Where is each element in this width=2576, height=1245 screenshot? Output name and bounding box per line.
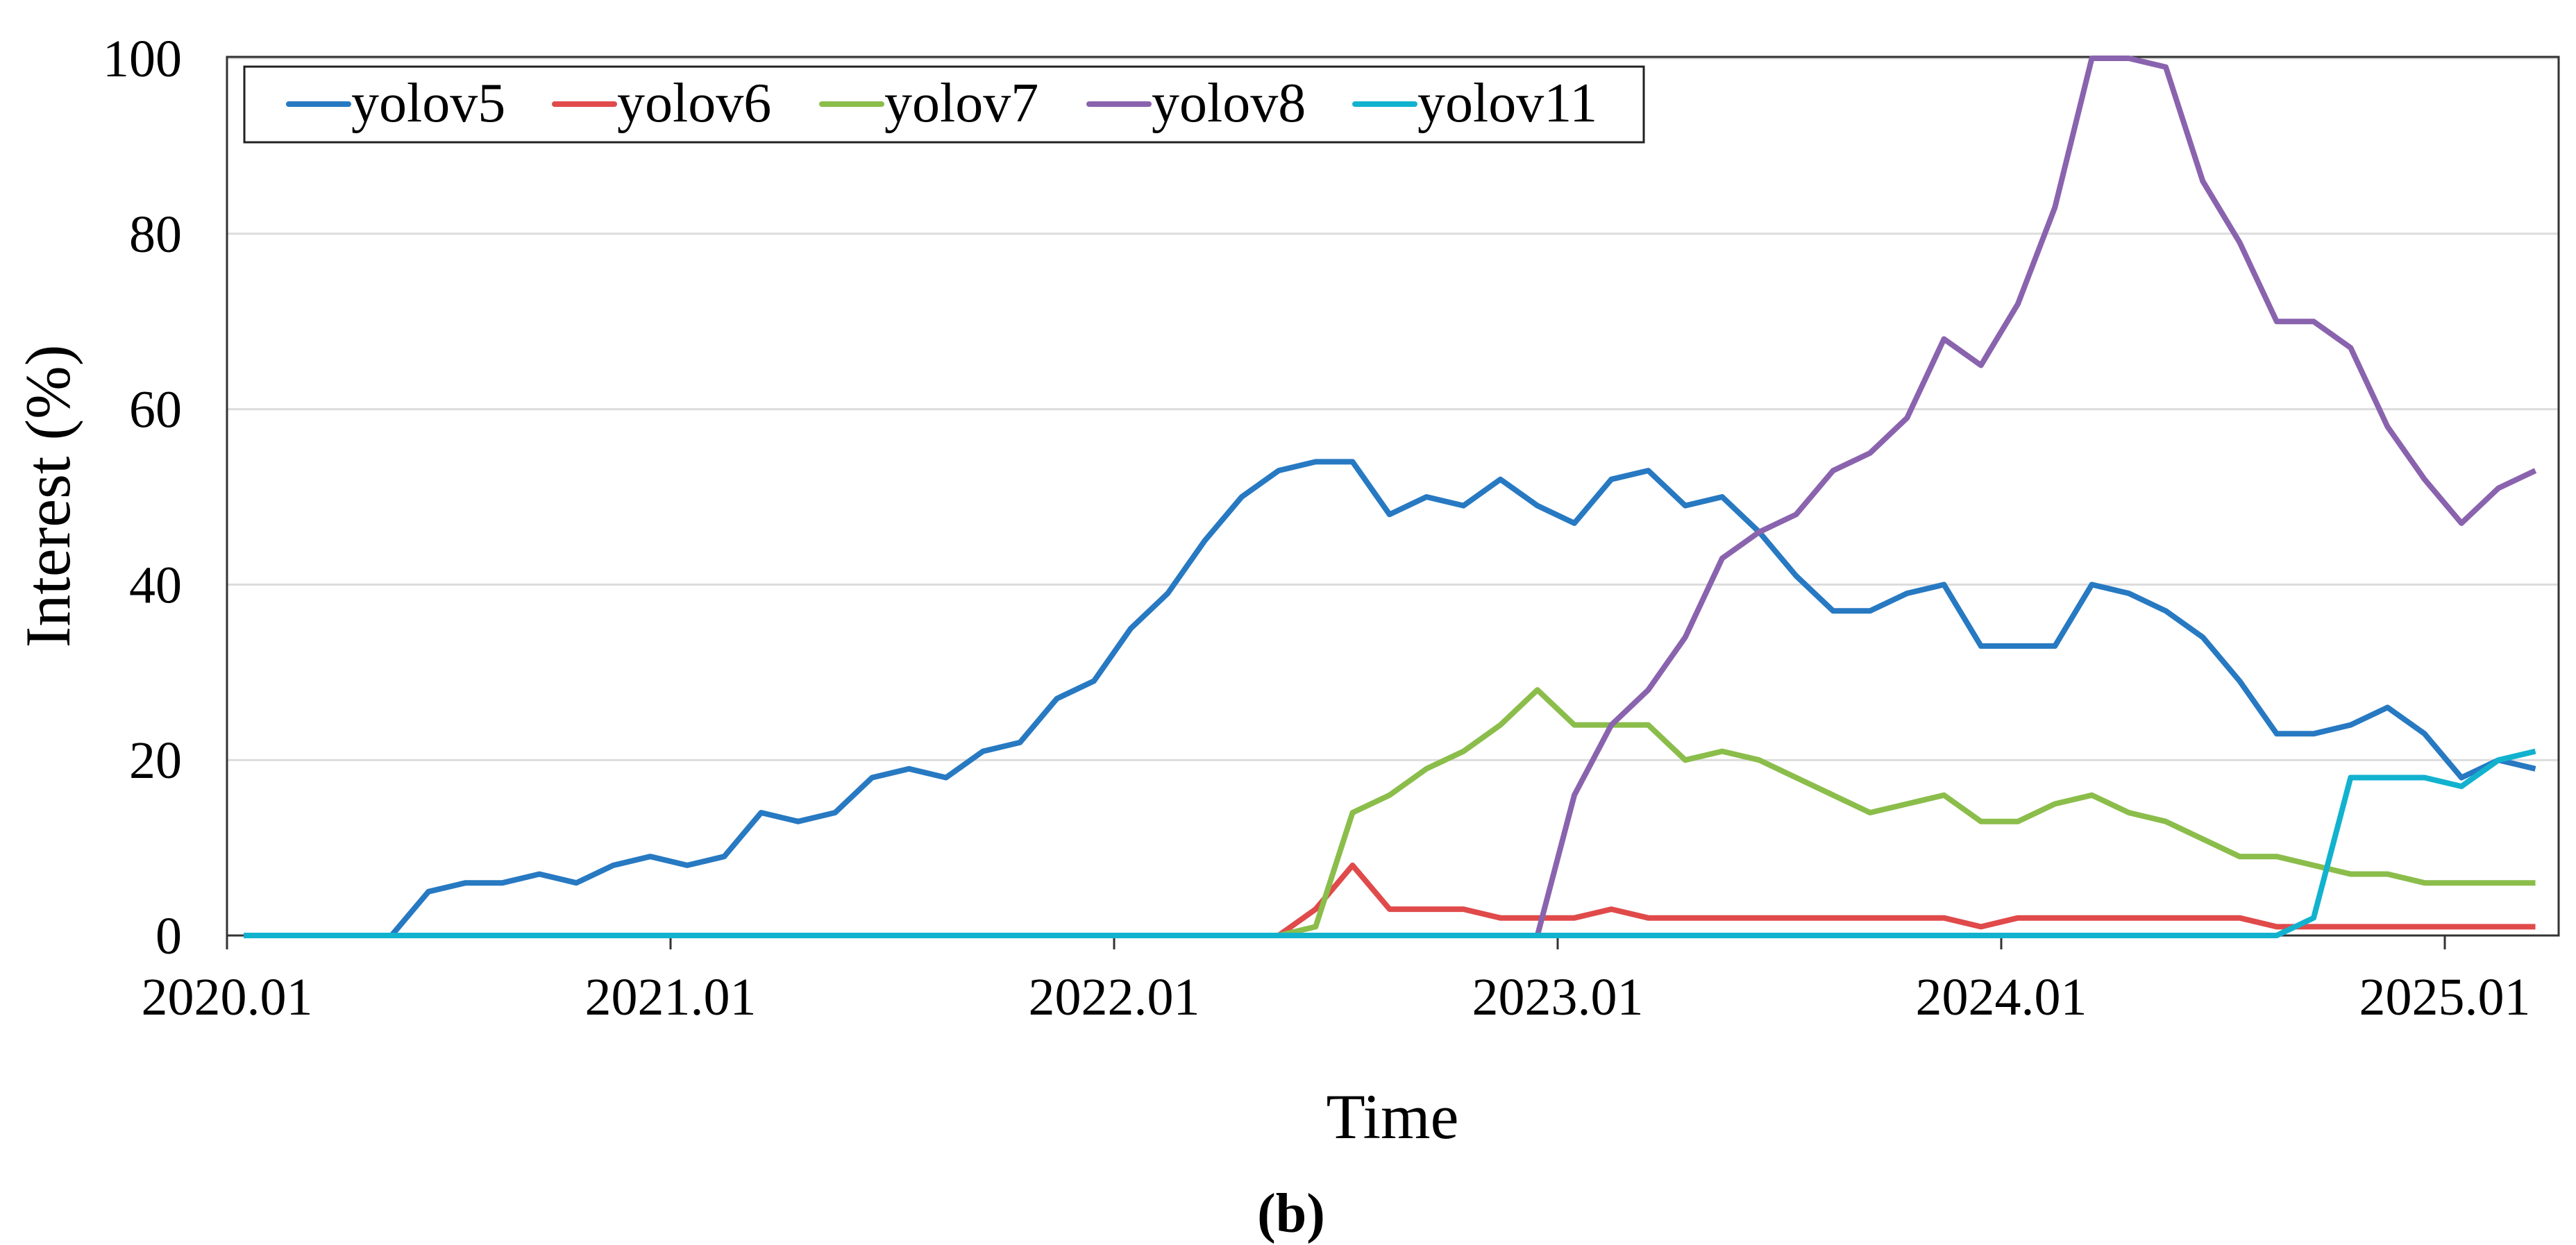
legend-item-yolov7: yolov7	[819, 73, 1038, 134]
legend-item-yolov6: yolov6	[552, 73, 771, 134]
y-axis-ticks: 0 20 40 60 80 100	[103, 30, 182, 965]
series-line-yolov11	[244, 748, 2536, 938]
x-axis-title: Time	[1327, 1081, 1459, 1152]
y-tick-label: 60	[129, 381, 182, 439]
legend-label: yolov5	[351, 73, 505, 134]
legend-item-yolov11: yolov11	[1352, 73, 1597, 134]
legend-label: yolov8	[1152, 73, 1306, 134]
legend-item-yolov8: yolov8	[1086, 73, 1306, 134]
y-axis-title: Interest (%)	[12, 345, 83, 648]
y-tick-label: 0	[155, 907, 182, 965]
y-tick-label: 20	[129, 731, 182, 790]
y-tick-label: 80	[129, 205, 182, 264]
x-tick-label: 2020.01	[142, 968, 313, 1026]
legend: yolov5 yolov6 yolov7 yolov8 yolov11	[243, 65, 1645, 144]
legend-item-yolov5: yolov5	[286, 73, 505, 134]
x-tick-label: 2024.01	[1916, 968, 2087, 1026]
x-tick-label: 2022.01	[1029, 968, 1200, 1026]
series-line-yolov5	[244, 459, 2536, 938]
x-axis-ticks: 2020.01 2021.01 2022.01 2023.01 2024.01 2025.…	[142, 935, 2531, 1026]
series-lines	[244, 56, 2537, 938]
x-tick-label: 2023.01	[1472, 968, 1644, 1026]
y-tick-label: 40	[129, 556, 182, 614]
gridlines	[227, 57, 2559, 761]
series-line-yolov8	[244, 56, 2537, 938]
y-tick-label: 100	[103, 30, 182, 88]
legend-label: yolov6	[617, 73, 771, 134]
legend-label: yolov7	[884, 73, 1038, 134]
figure-caption: (b)	[1257, 1183, 1325, 1244]
legend-label: yolov11	[1417, 73, 1597, 134]
series-line-yolov7	[244, 687, 2536, 938]
x-tick-label: 2021.01	[585, 968, 757, 1026]
x-tick-label: 2025.01	[2359, 968, 2531, 1026]
